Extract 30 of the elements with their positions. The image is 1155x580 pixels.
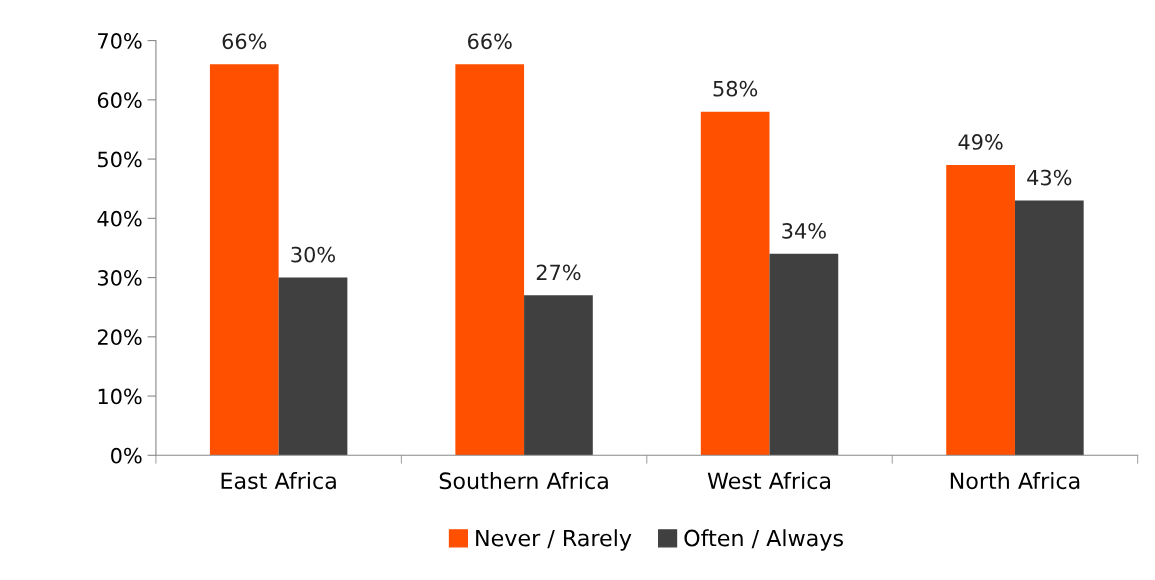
bar (524, 295, 593, 456)
y-tick-label: 70% (98, 33, 142, 49)
y-tick-label: 60% (97, 92, 142, 109)
y-tick-label: 50% (98, 151, 142, 168)
x-tick-label: North Africa (950, 471, 1080, 490)
data-label: 66% (468, 33, 512, 50)
data-label: 27% (536, 264, 581, 281)
data-label: 58% (713, 80, 758, 97)
x-tick-label: East Africa (221, 471, 336, 490)
y-tick-label: 10% (98, 388, 142, 405)
data-label: 34% (782, 222, 826, 239)
y-tick-label: 0% (111, 447, 142, 464)
y-tick-label: 30% (98, 270, 142, 286)
x-tick-label: Southern Africa (439, 471, 608, 490)
bar (455, 64, 525, 456)
data-label: 43% (1027, 169, 1072, 186)
bar (278, 277, 348, 456)
y-tick-label: 20% (97, 329, 142, 346)
bar (1014, 200, 1084, 456)
bar (209, 64, 279, 456)
bar (700, 111, 770, 456)
bar (946, 165, 1015, 456)
data-label: 30% (291, 246, 336, 263)
legend-label: Often / Always (684, 529, 843, 551)
y-tick-label: 40% (97, 210, 142, 227)
data-label: 49% (958, 134, 1003, 150)
legend-label: Never / Rarely (476, 529, 632, 551)
bar (769, 253, 839, 456)
data-label: 66% (222, 33, 267, 50)
x-tick-label: West Africa (707, 471, 831, 490)
